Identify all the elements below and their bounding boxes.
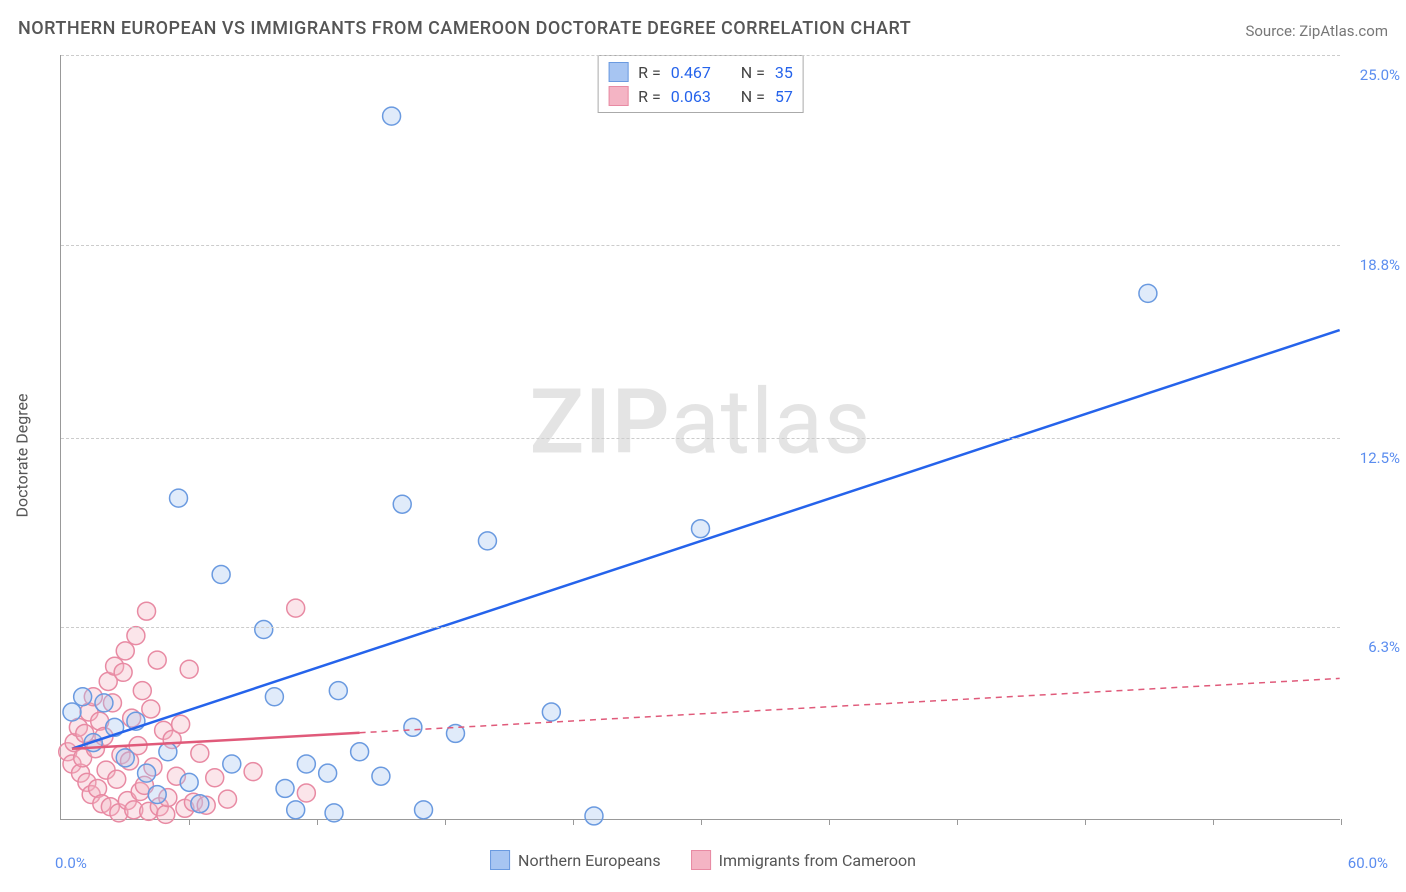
scatter-point	[329, 682, 347, 700]
legend-n-label-1: N =	[741, 87, 765, 106]
plot-area: R = 0.467 N = 35 R = 0.063 N = 57 ZIPatl…	[60, 55, 1340, 820]
legend-bottom-swatch-1	[691, 850, 711, 870]
scatter-point	[319, 764, 337, 782]
x-tick	[957, 819, 958, 825]
scatter-point	[148, 651, 166, 669]
scatter-point	[108, 770, 126, 788]
x-tick	[573, 819, 574, 825]
legend-series: Northern Europeans Immigrants from Camer…	[490, 850, 916, 870]
scatter-point	[148, 786, 166, 804]
x-tick	[1213, 819, 1214, 825]
scatter-point	[393, 495, 411, 513]
scatter-point	[372, 767, 390, 785]
scatter-point	[297, 755, 315, 773]
legend-bottom-swatch-0	[490, 850, 510, 870]
legend-n-value-1: 57	[775, 87, 793, 106]
scatter-point	[114, 663, 132, 681]
legend-row-series-0: R = 0.467 N = 35	[608, 60, 793, 84]
scatter-point	[223, 755, 241, 773]
scatter-point	[1139, 284, 1157, 302]
legend-swatch-1	[608, 86, 628, 106]
legend-correlation: R = 0.467 N = 35 R = 0.063 N = 57	[597, 55, 804, 113]
x-tick	[445, 819, 446, 825]
x-tick	[701, 819, 702, 825]
scatter-point	[692, 520, 710, 538]
scatter-point	[63, 703, 81, 721]
scatter-point	[478, 532, 496, 550]
y-tick-label: 6.3%	[1345, 638, 1400, 656]
x-tick	[1085, 819, 1086, 825]
y-tick-label: 18.8%	[1345, 256, 1400, 274]
scatter-point	[133, 682, 151, 700]
scatter-point	[180, 773, 198, 791]
legend-bottom-item-1: Immigrants from Cameroon	[691, 850, 916, 870]
chart-container: NORTHERN EUROPEAN VS IMMIGRANTS FROM CAM…	[0, 0, 1406, 892]
scatter-point	[585, 807, 603, 825]
scatter-point	[157, 805, 175, 823]
y-tick-label: 12.5%	[1345, 449, 1400, 467]
scatter-point	[127, 627, 145, 645]
chart-title: NORTHERN EUROPEAN VS IMMIGRANTS FROM CAM…	[18, 18, 911, 39]
y-tick-label: 25.0%	[1345, 66, 1400, 84]
scatter-point	[206, 769, 224, 787]
legend-bottom-label-1: Immigrants from Cameroon	[719, 851, 916, 870]
x-tick	[189, 819, 190, 825]
legend-r-value-0: 0.467	[671, 63, 721, 82]
legend-bottom-label-0: Northern Europeans	[518, 851, 661, 870]
scatter-point	[404, 718, 422, 736]
x-tick	[1341, 819, 1342, 825]
trend-line	[72, 330, 1340, 749]
gridline	[61, 245, 1340, 246]
trend-line-extrapolated	[360, 678, 1340, 732]
scatter-point	[142, 700, 160, 718]
scatter-point	[138, 764, 156, 782]
scatter-point	[191, 744, 209, 762]
scatter-point	[170, 489, 188, 507]
x-axis-max-label: 60.0%	[1348, 854, 1388, 872]
x-tick	[829, 819, 830, 825]
source-attribution: Source: ZipAtlas.com	[1245, 22, 1388, 40]
scatter-point	[116, 749, 134, 767]
y-axis-label: Doctorate Degree	[12, 394, 31, 518]
scatter-point	[297, 784, 315, 802]
scatter-point	[265, 688, 283, 706]
legend-swatch-0	[608, 62, 628, 82]
legend-row-series-1: R = 0.063 N = 57	[608, 84, 793, 108]
gridline	[61, 55, 1340, 56]
scatter-point	[180, 660, 198, 678]
scatter-point	[212, 566, 230, 584]
scatter-point	[351, 743, 369, 761]
scatter-point	[383, 107, 401, 125]
scatter-point	[287, 801, 305, 819]
legend-n-value-0: 35	[775, 63, 793, 82]
scatter-point	[287, 599, 305, 617]
legend-r-value-1: 0.063	[671, 87, 721, 106]
scatter-point	[244, 763, 262, 781]
scatter-point	[219, 790, 237, 808]
scatter-point	[138, 602, 156, 620]
scatter-point	[325, 804, 343, 822]
scatter-point	[542, 703, 560, 721]
legend-r-label-0: R =	[638, 63, 661, 82]
x-axis-min-label: 0.0%	[55, 854, 87, 872]
scatter-point	[276, 779, 294, 797]
legend-n-label-0: N =	[741, 63, 765, 82]
scatter-point	[191, 795, 209, 813]
scatter-point	[415, 801, 433, 819]
legend-r-label-1: R =	[638, 87, 661, 106]
x-tick	[317, 819, 318, 825]
scatter-point	[116, 642, 134, 660]
scatter-point	[95, 694, 113, 712]
scatter-point	[159, 743, 177, 761]
scatter-point	[74, 688, 92, 706]
scatter-point	[255, 621, 273, 639]
gridline	[61, 627, 1340, 628]
gridline	[61, 438, 1340, 439]
scatter-point	[172, 715, 190, 733]
legend-bottom-item-0: Northern Europeans	[490, 850, 661, 870]
